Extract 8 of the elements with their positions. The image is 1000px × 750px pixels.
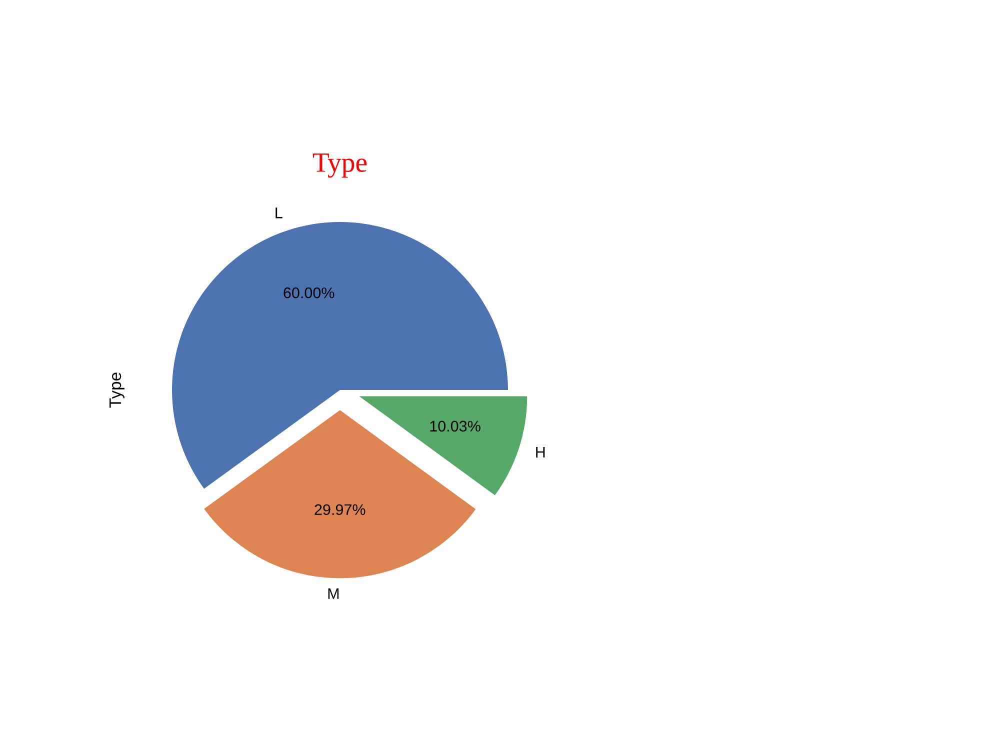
slice-label: L (276, 208, 282, 218)
text: Type (110, 372, 124, 408)
chart-title: Type (312, 153, 367, 178)
data-label: 60.00% (284, 287, 334, 298)
data-label: 29.97% (314, 504, 366, 516)
data-label: 10.03% (430, 420, 480, 432)
slice-label: H (536, 446, 545, 458)
slice-label: M (328, 588, 339, 599)
